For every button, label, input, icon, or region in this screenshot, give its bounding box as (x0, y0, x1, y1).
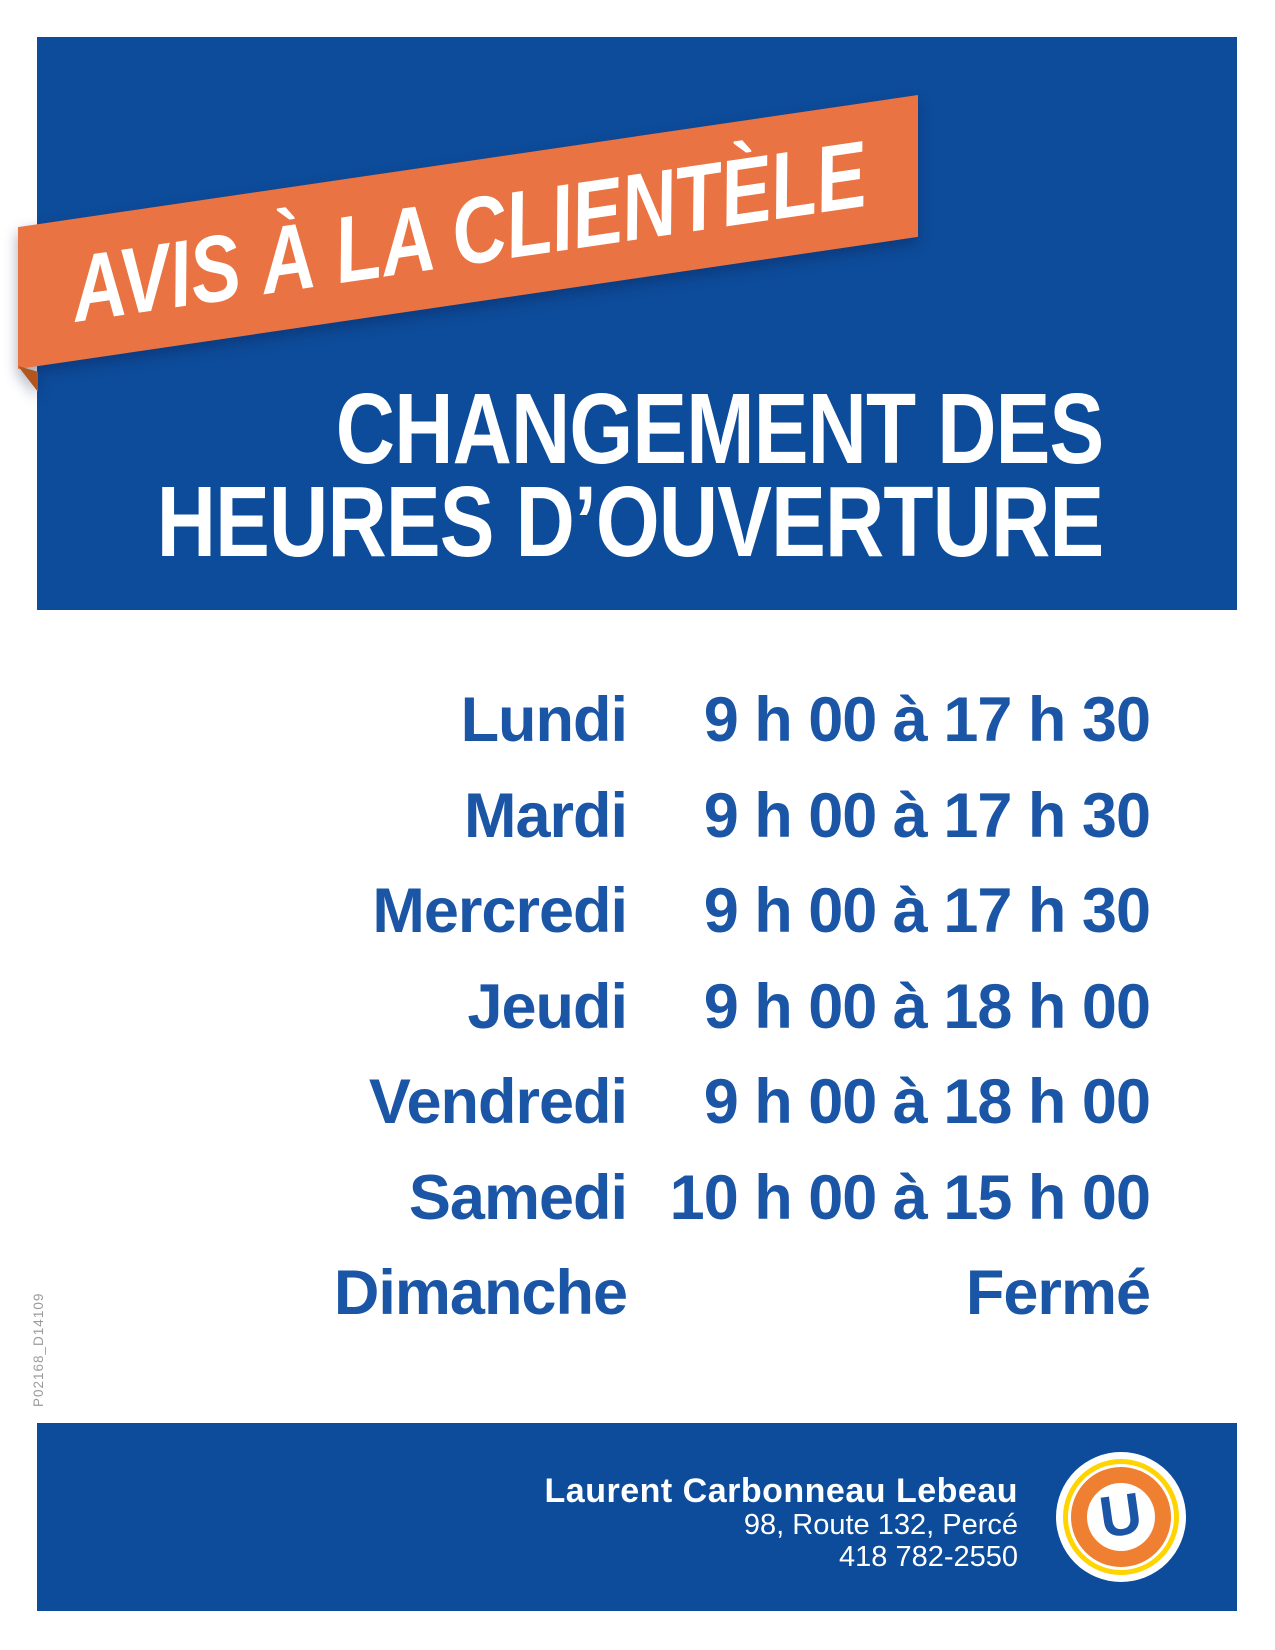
logo-u-letter: U (1095, 1479, 1146, 1551)
schedule-hours: Fermé (965, 1258, 1151, 1328)
footer-contact-block: Laurent Carbonneau Lebeau 98, Route 132,… (545, 1473, 1018, 1573)
schedule-day: Jeudi (467, 971, 628, 1042)
schedule-hours: 9 h 00 à 17 h 30 (703, 685, 1151, 755)
schedule-hours: 9 h 00 à 18 h 00 (703, 1067, 1151, 1137)
schedule-hours: 9 h 00 à 17 h 30 (703, 780, 1151, 851)
schedule-day: Mercredi (372, 876, 628, 946)
u-brand-logo: U (1056, 1452, 1186, 1582)
page-title: CHANGEMENT DES HEURES D’OUVERTURE (0, 373, 1103, 578)
schedule-row: Dimanche Fermé (220, 1246, 1151, 1342)
page-title-line2: HEURES D’OUVERTURE (156, 466, 1103, 578)
store-name: Laurent Carbonneau Lebeau (544, 1472, 1018, 1510)
schedule-row: Lundi 9 h 00 à 17 h 30 (220, 673, 1151, 769)
schedule-row: Mardi 9 h 00 à 17 h 30 (220, 769, 1151, 865)
page-title-line1: CHANGEMENT DES (335, 373, 1103, 485)
store-address: 98, Route 132, Percé (743, 1509, 1018, 1541)
schedule-day: Mardi (463, 780, 628, 851)
schedule-hours: 10 h 00 à 15 h 00 (669, 1162, 1151, 1233)
schedule-day: Samedi (408, 1162, 628, 1233)
production-code: P02168_D14109 (31, 1292, 46, 1407)
footer-bar: Laurent Carbonneau Lebeau 98, Route 132,… (37, 1423, 1237, 1611)
schedule-row: Samedi 10 h 00 à 15 h 00 (220, 1151, 1151, 1247)
schedule-day: Vendredi (368, 1067, 628, 1137)
schedule-day: Lundi (460, 685, 628, 755)
logo-center-disc (1087, 1483, 1155, 1551)
schedule-row: Mercredi 9 h 00 à 17 h 30 (220, 864, 1151, 960)
schedule-row: Vendredi 9 h 00 à 18 h 00 (220, 1055, 1151, 1151)
store-phone: 418 782-2550 (839, 1541, 1018, 1573)
schedule-hours: 9 h 00 à 17 h 30 (703, 876, 1151, 946)
opening-hours-schedule: Lundi 9 h 00 à 17 h 30 Mardi 9 h 00 à 17… (220, 673, 1151, 1342)
schedule-day: Dimanche (333, 1258, 628, 1328)
schedule-hours: 9 h 00 à 18 h 00 (703, 971, 1151, 1042)
schedule-row: Jeudi 9 h 00 à 18 h 00 (220, 960, 1151, 1056)
